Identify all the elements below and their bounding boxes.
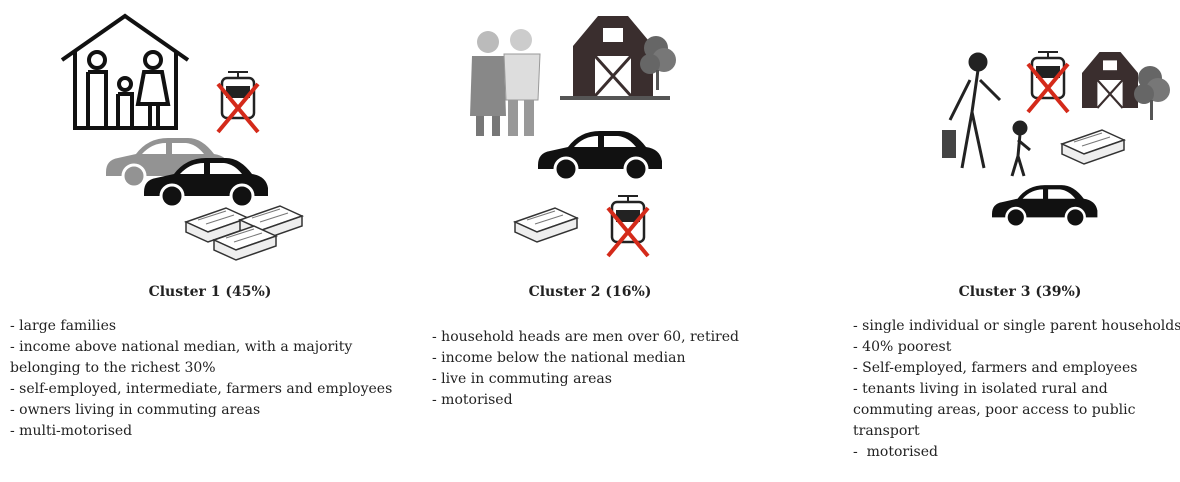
- illustrations: [60, 13, 1170, 261]
- family-house-icon: [60, 13, 190, 130]
- list-item: - income above national median, with a m…: [10, 339, 357, 376]
- list-item: - Self-employed, farmers and employees: [853, 360, 1138, 376]
- money-icon: [1061, 129, 1125, 165]
- money-icon: [514, 207, 578, 243]
- list-item: - owners living in commuting areas: [10, 402, 261, 418]
- list-item: - motorised: [853, 444, 938, 460]
- tram-crossed-icon: [216, 70, 260, 134]
- list-item: - multi-motorised: [10, 423, 133, 439]
- cluster-title: Cluster 2 (16%): [528, 284, 652, 300]
- cluster-list: - large families - income above national …: [10, 316, 420, 442]
- elderly-couple-icon: [470, 29, 541, 136]
- tram-crossed-icon: [606, 194, 650, 258]
- list-item: - motorised: [432, 392, 513, 408]
- car-icon: [990, 183, 1099, 229]
- list-item: - household heads are men over 60, retir…: [432, 329, 739, 345]
- cluster-list: - single individual or single parent hou…: [853, 316, 1180, 463]
- list-item: - single individual or single parent hou…: [853, 318, 1180, 334]
- list-item: - 40% poorest: [853, 339, 952, 355]
- list-item: - self-employed, intermediate, farmers a…: [10, 381, 393, 397]
- single-parent-icon: [942, 52, 1031, 177]
- barn-icon: [1080, 50, 1140, 110]
- list-item: - tenants living in isolated rural and c…: [853, 381, 1140, 439]
- list-item: - large families: [10, 318, 117, 334]
- tram-crossed-icon: [1026, 50, 1070, 114]
- ground: [560, 96, 670, 100]
- barn-icon: [571, 14, 655, 98]
- cluster-title: Cluster 3 (39%): [958, 284, 1082, 300]
- car-icon: [536, 129, 664, 182]
- tree-icon: [1134, 66, 1170, 120]
- cluster-title: Cluster 1 (45%): [148, 284, 272, 300]
- cluster-list: - household heads are men over 60, retir…: [432, 327, 812, 411]
- list-item: - income below the national median: [432, 350, 686, 366]
- list-item: - live in commuting areas: [432, 371, 612, 387]
